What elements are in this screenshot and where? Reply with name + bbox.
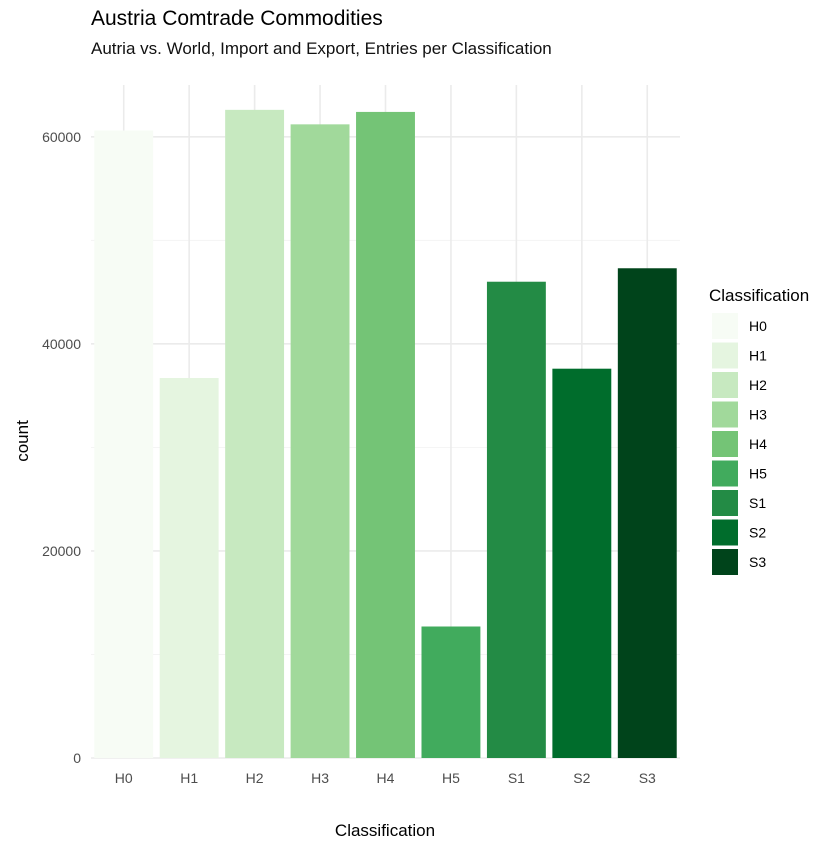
y-tick-label: 60000	[42, 129, 81, 145]
y-tick-label: 0	[73, 750, 81, 766]
y-tick-label: 40000	[42, 336, 81, 352]
legend-label: H5	[749, 466, 767, 482]
legend-key-h0	[712, 313, 738, 339]
legend-label: S3	[749, 554, 766, 570]
bar-s3	[617, 268, 677, 758]
bar-h0	[94, 130, 154, 758]
legend-key-h3	[712, 401, 738, 428]
legend-label: H1	[749, 348, 767, 364]
chart-subtitle: Autria vs. World, Import and Export, Ent…	[91, 39, 552, 58]
legend: Classification H0 H1 H2 H3 H4 H5 S1 S2 S3	[709, 286, 809, 575]
legend-key-h4	[712, 431, 738, 457]
x-tick-label: S2	[573, 770, 590, 786]
x-tick-label: H0	[115, 770, 133, 786]
bar-h5	[421, 626, 481, 758]
legend-label: H2	[749, 377, 767, 393]
legend-key-h2	[712, 372, 738, 398]
bar-s2	[552, 368, 612, 758]
legend-label: H4	[749, 436, 767, 452]
bar-h3	[290, 124, 350, 759]
legend-title: Classification	[709, 286, 809, 305]
y-tick-label: 20000	[42, 543, 81, 559]
legend-key-h5	[712, 460, 738, 487]
legend-label: S2	[749, 525, 766, 541]
legend-label: H3	[749, 407, 767, 423]
legend-key-s1	[712, 490, 738, 516]
x-tick-label: H3	[311, 770, 329, 786]
x-tick-label: S3	[639, 770, 656, 786]
x-tick-label: H2	[246, 770, 264, 786]
x-tick-label: H1	[180, 770, 198, 786]
x-tick-label: H4	[377, 770, 395, 786]
x-axis-title: Classification	[335, 821, 435, 840]
x-tick-labels: H0 H1 H2 H3 H4 H5 S1 S2 S3	[115, 770, 656, 786]
x-tick-label: S1	[508, 770, 525, 786]
bar-h4	[356, 111, 415, 759]
y-tick-labels: 0 20000 40000 60000	[42, 129, 81, 766]
bar-s1	[486, 281, 546, 758]
x-tick-label: H5	[442, 770, 460, 786]
bar-h1	[159, 378, 219, 758]
y-axis-title: count	[13, 420, 32, 462]
chart-title: Austria Comtrade Commodities	[91, 7, 383, 30]
bar-layer	[94, 109, 677, 759]
legend-key-h1	[712, 342, 738, 369]
legend-label: S1	[749, 495, 766, 511]
legend-key-s3	[712, 549, 738, 575]
bar-h2	[225, 109, 285, 758]
legend-items: H0 H1 H2 H3 H4 H5 S1 S2 S3	[712, 313, 767, 575]
legend-label: H0	[749, 318, 767, 334]
legend-key-s2	[712, 519, 738, 546]
